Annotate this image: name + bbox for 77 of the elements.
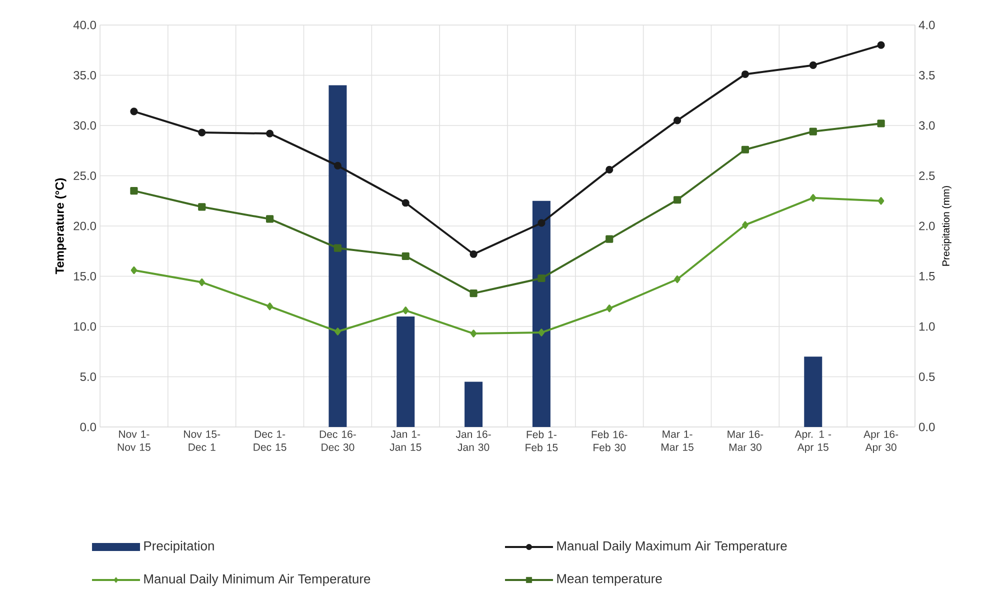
point [334, 162, 342, 170]
y2-tick-label: 4.0 [918, 20, 935, 30]
point [130, 266, 138, 274]
y-tick-label: 40.0 [73, 20, 96, 30]
y-tick-label: 20.0 [74, 222, 96, 230]
y2-tick-label: 2.5 [919, 172, 935, 180]
x-tick-label: Feb 1- Feb 15 [526, 430, 558, 452]
point [334, 328, 341, 336]
x-tick-label: Jan 16- Jan 30 [456, 430, 491, 451]
y-tick-label: 0.0 [80, 422, 96, 432]
x-tick-label: Mar 1- Mar 15 [662, 430, 694, 451]
y-tick-label: 5.0 [80, 372, 96, 381]
point [606, 304, 612, 312]
point [809, 61, 817, 69]
y2-tick-label: 1.5 [919, 272, 935, 280]
x-tick-label: Nov 1- Nov 15 [118, 430, 150, 451]
y-tick-label: 15.0 [74, 272, 96, 280]
y-tick-label: 10.0 [74, 322, 96, 331]
y2-tick-label: 2.0 [919, 222, 935, 230]
point [266, 130, 274, 138]
x-tick-label: Dec 1- Dec 15 [254, 430, 286, 451]
x-tick-label: Apr. 1 - Apr 15 [794, 430, 832, 453]
point [470, 250, 478, 258]
point [470, 290, 478, 298]
x-tick-label: Dec 16- Dec 30 [320, 430, 356, 451]
point [809, 128, 817, 136]
point [741, 70, 750, 78]
point [402, 199, 410, 207]
point [606, 166, 614, 174]
y-tick-label: 35.0 [74, 71, 96, 80]
x-tick-label: Feb 16- Feb 30 [592, 430, 628, 452]
bar [532, 200, 550, 427]
point [266, 302, 273, 310]
point [198, 278, 205, 286]
point [198, 128, 206, 136]
point [130, 187, 138, 195]
point [810, 194, 816, 202]
x-tick-label: Jan 1- Jan 15 [390, 430, 422, 451]
point [877, 120, 885, 128]
bar [328, 85, 347, 427]
point [402, 306, 409, 314]
x-tick-label: Nov 15- Dec 1 [184, 430, 220, 451]
point [878, 197, 884, 205]
point [606, 235, 614, 243]
y-tick-label: 25.0 [74, 172, 96, 180]
point [673, 116, 682, 124]
legend-label: Manual Daily Maximum Air Temperature [557, 540, 787, 554]
legend-label: Precipitation [144, 540, 214, 554]
point [198, 203, 206, 211]
point [266, 215, 274, 223]
point [130, 108, 138, 116]
y-axis-title: Temperature (°C) [55, 178, 66, 274]
y2-tick-label: 3.0 [918, 121, 935, 130]
point [538, 219, 546, 227]
point [877, 41, 885, 49]
point [742, 221, 748, 229]
y2-tick-label: 0.0 [919, 422, 935, 432]
y-tick-label: 30.0 [74, 121, 96, 130]
point [674, 275, 680, 284]
point [470, 330, 477, 338]
point [673, 196, 682, 204]
bar [396, 316, 415, 427]
bar [464, 382, 483, 427]
y2-tick-label: 1.0 [919, 322, 935, 331]
point [741, 146, 750, 154]
point [334, 244, 342, 252]
bar [804, 356, 822, 427]
legend-label: Mean temperature [557, 574, 662, 586]
y2-tick-label: 0.5 [919, 372, 935, 381]
x-tick-label: Apr 16- Apr 30 [864, 430, 898, 454]
x-tick-label: Mar 16- Mar 30 [728, 430, 764, 451]
point [402, 252, 410, 260]
legend-label: Manual Daily Minimum Air Temperature [144, 574, 370, 586]
y2-tick-label: 3.5 [918, 71, 935, 80]
point [538, 274, 546, 282]
y2-axis-title: Precipitation (mm) [942, 186, 952, 266]
point [538, 328, 545, 336]
